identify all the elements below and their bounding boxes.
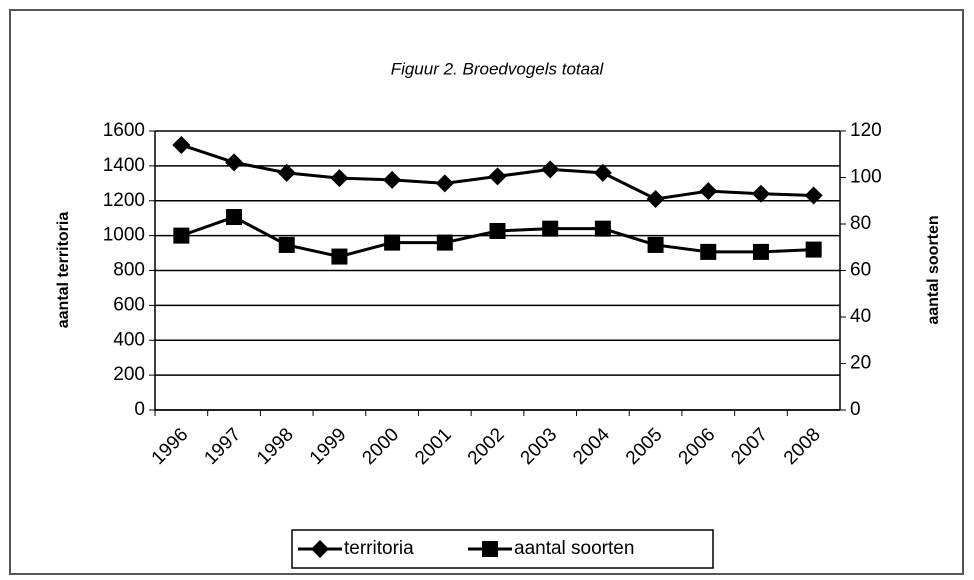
point bbox=[383, 170, 402, 189]
point bbox=[482, 541, 498, 557]
point bbox=[700, 243, 717, 260]
y2-tick-label: 80 bbox=[850, 213, 871, 234]
point bbox=[699, 182, 718, 201]
y-tick-label: 200 bbox=[113, 364, 145, 385]
point bbox=[542, 220, 559, 237]
y-tick-label: 1000 bbox=[103, 225, 145, 246]
point bbox=[278, 236, 295, 253]
y2-tick-label: 100 bbox=[850, 167, 882, 188]
point bbox=[594, 220, 611, 237]
y2-tick-label: 20 bbox=[850, 353, 871, 374]
point bbox=[226, 209, 243, 226]
y-tick-label: 0 bbox=[134, 399, 145, 420]
point bbox=[384, 234, 401, 251]
y2-tick-label: 0 bbox=[850, 399, 861, 420]
point bbox=[541, 160, 560, 179]
point bbox=[647, 236, 664, 253]
y2-axis-label: aantal soorten bbox=[925, 215, 942, 324]
point bbox=[331, 248, 348, 265]
chart-border bbox=[9, 9, 964, 575]
point bbox=[330, 169, 349, 188]
point bbox=[488, 167, 507, 186]
point bbox=[752, 243, 769, 260]
y-tick-label: 1400 bbox=[103, 155, 145, 176]
point bbox=[225, 153, 244, 172]
point bbox=[435, 174, 454, 193]
point bbox=[436, 234, 453, 251]
point bbox=[489, 222, 506, 239]
y-tick-label: 400 bbox=[113, 329, 145, 350]
y-tick-label: 1600 bbox=[103, 120, 145, 141]
point bbox=[805, 241, 822, 258]
y2-tick-label: 60 bbox=[850, 260, 871, 281]
point bbox=[751, 184, 770, 203]
point bbox=[277, 163, 296, 182]
y-tick-label: 600 bbox=[113, 294, 145, 315]
point bbox=[593, 163, 612, 182]
point bbox=[804, 186, 823, 205]
point bbox=[646, 190, 665, 209]
y2-tick-label: 40 bbox=[850, 306, 871, 327]
point bbox=[311, 540, 329, 558]
y-axis-label: aantal territoria bbox=[55, 212, 72, 329]
chart-title: Figuur 2. Broedvogels totaal bbox=[391, 59, 605, 78]
y-tick-label: 800 bbox=[113, 260, 145, 281]
y-tick-label: 1200 bbox=[103, 190, 145, 211]
legend-label: aantal soorten bbox=[514, 538, 634, 559]
y2-tick-label: 120 bbox=[850, 120, 882, 141]
point bbox=[173, 227, 190, 244]
legend-label: territoria bbox=[344, 538, 414, 559]
point bbox=[172, 135, 191, 154]
